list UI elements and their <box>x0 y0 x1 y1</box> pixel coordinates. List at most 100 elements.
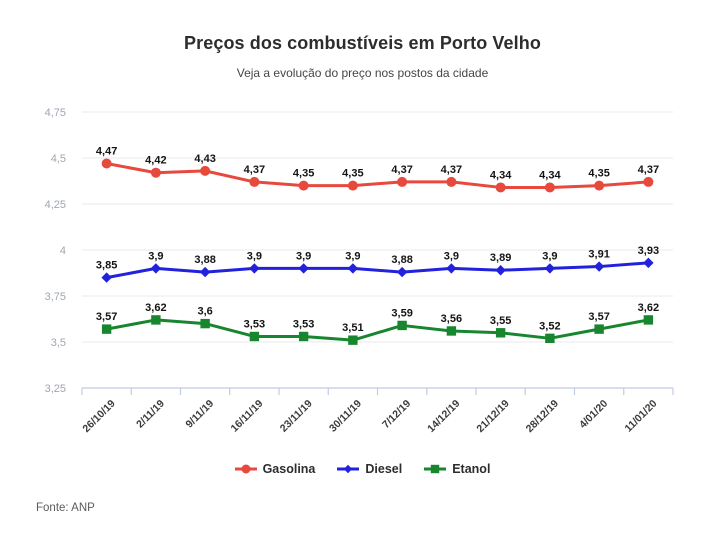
series-line <box>105 318 650 342</box>
y-tick-label: 4,75 <box>45 107 66 119</box>
data-point-marker <box>298 180 309 191</box>
y-tick-label: 3,25 <box>45 383 66 395</box>
data-point-label: 3,89 <box>490 252 511 264</box>
x-tick-label: 11/01/20 <box>623 398 660 435</box>
data-point-label: 3,9 <box>148 250 163 262</box>
data-point-label: 3,9 <box>247 250 262 262</box>
data-point-label: 4,35 <box>293 168 314 180</box>
data-point-marker <box>593 261 605 272</box>
series-diesel: 3,85 3,9 3,88 3,9 3,9 3,9 3,88 3,9 3,89 3,9 3,91 3,… <box>96 245 659 283</box>
legend-glyph-svg <box>234 464 257 474</box>
data-point-marker <box>397 320 407 331</box>
y-tick-label: 3,5 <box>51 337 66 349</box>
chart-subtitle: Veja a evolução do preço nos postos da c… <box>236 66 489 80</box>
source-note: Fonte: ANP <box>36 502 95 514</box>
legend-item-etanol[interactable]: Etanol <box>424 462 490 476</box>
x-tick-label: 21/12/19 <box>474 398 511 435</box>
legend-item-diesel[interactable]: Diesel <box>337 462 402 476</box>
data-point-marker <box>150 263 162 274</box>
data-point-marker <box>643 176 654 187</box>
data-point-label: 4,35 <box>342 168 363 180</box>
data-point-marker <box>446 176 457 187</box>
legend-marker <box>241 464 251 474</box>
data-point-label: 4,47 <box>96 146 117 158</box>
data-point-marker <box>544 182 555 193</box>
x-tick-label: 16/11/19 <box>229 398 266 435</box>
data-point-label: 4,34 <box>490 169 512 181</box>
data-point-marker <box>298 331 309 342</box>
x-tick-label: 4/01/20 <box>577 398 610 431</box>
data-point-marker <box>643 257 654 269</box>
data-point-label: 4,43 <box>194 153 215 165</box>
data-point-marker <box>495 328 506 338</box>
data-point-marker <box>150 167 161 178</box>
data-point-label: 3,57 <box>96 311 117 323</box>
x-axis: 26/10/19 2/11/19 9/11/19 16/11/19 23/11/19 30… <box>80 387 674 435</box>
data-point-label: 4,37 <box>244 164 265 176</box>
data-point-label: 4,42 <box>145 155 166 167</box>
legend-label-gasolina: Gasolina <box>262 462 316 476</box>
etanol-line-marker-icon <box>424 463 447 475</box>
data-point-label: 3,85 <box>96 260 117 272</box>
data-point-marker <box>446 263 457 274</box>
data-point-label: 3,62 <box>638 302 659 314</box>
legend-marker <box>344 464 353 474</box>
series-line <box>105 162 650 189</box>
data-point-marker <box>594 324 604 334</box>
x-tick-label: 30/11/19 <box>327 398 364 435</box>
data-point-marker <box>151 315 161 325</box>
data-point-marker <box>101 324 112 334</box>
data-point-label: 3,53 <box>293 318 314 330</box>
data-point-marker <box>347 180 358 191</box>
data-point-marker <box>396 266 408 278</box>
data-point-label: 3,88 <box>391 254 412 266</box>
y-tick-label: 4 <box>60 245 66 257</box>
data-point-label: 3,6 <box>197 306 212 318</box>
data-point-marker <box>298 263 309 274</box>
data-point-label: 3,52 <box>539 320 560 332</box>
gasolina-line-marker-icon <box>234 463 257 475</box>
legend-label-diesel: Diesel <box>365 462 403 476</box>
data-point-label: 3,59 <box>391 307 412 319</box>
data-point-marker <box>544 263 556 274</box>
data-point-marker <box>199 266 211 278</box>
data-point-marker <box>446 326 457 336</box>
data-point-label: 4,37 <box>391 164 412 176</box>
chart-title: Preços dos combustíveis em Porto Velho <box>184 33 541 53</box>
data-point-marker <box>545 333 555 344</box>
data-point-label: 4,35 <box>588 168 609 180</box>
data-point-label: 3,62 <box>145 302 166 314</box>
data-point-marker <box>249 176 260 187</box>
data-point-label: 3,53 <box>244 318 265 330</box>
series-line <box>105 261 650 280</box>
legend-label-etanol: Etanol <box>452 462 491 476</box>
data-point-marker <box>249 331 260 342</box>
gridlines: 4,75 4,5 4,25 4 3,75 3,5 3,25 <box>45 107 673 395</box>
legend-glyph-svg <box>424 464 447 474</box>
data-point-marker <box>101 272 112 283</box>
data-point-marker <box>397 176 408 187</box>
data-point-label: 4,37 <box>441 164 462 176</box>
x-tick-label: 7/12/19 <box>380 398 413 431</box>
series-gasolina: 4,47 4,42 4,43 4,37 4,35 4,35 4,37 4,37 4,34 4,34… <box>96 146 659 193</box>
data-point-marker <box>200 165 211 176</box>
legend-item-gasolina[interactable]: Gasolina <box>234 462 316 476</box>
data-point-label: 3,55 <box>490 315 511 327</box>
legend-marker <box>431 464 440 474</box>
data-point-marker <box>347 263 359 274</box>
data-point-label: 3,57 <box>588 311 609 323</box>
x-tick-label: 14/12/19 <box>425 398 462 435</box>
data-point-label: 4,34 <box>539 169 561 181</box>
data-point-marker <box>348 335 358 345</box>
data-point-marker <box>594 180 605 191</box>
x-tick-label: 2/11/19 <box>134 398 167 431</box>
x-tick-label: 23/11/19 <box>278 398 315 435</box>
data-point-label: 3,51 <box>342 322 363 334</box>
series-etanol: 3,57 3,62 3,6 3,53 3,53 3,51 3,59 3,56 3,55 3,52 3… <box>96 302 659 345</box>
data-point-label: 3,9 <box>444 250 459 262</box>
y-tick-label: 4,5 <box>51 153 66 165</box>
legend-glyph-svg <box>337 464 360 474</box>
data-point-label: 3,9 <box>542 250 557 262</box>
